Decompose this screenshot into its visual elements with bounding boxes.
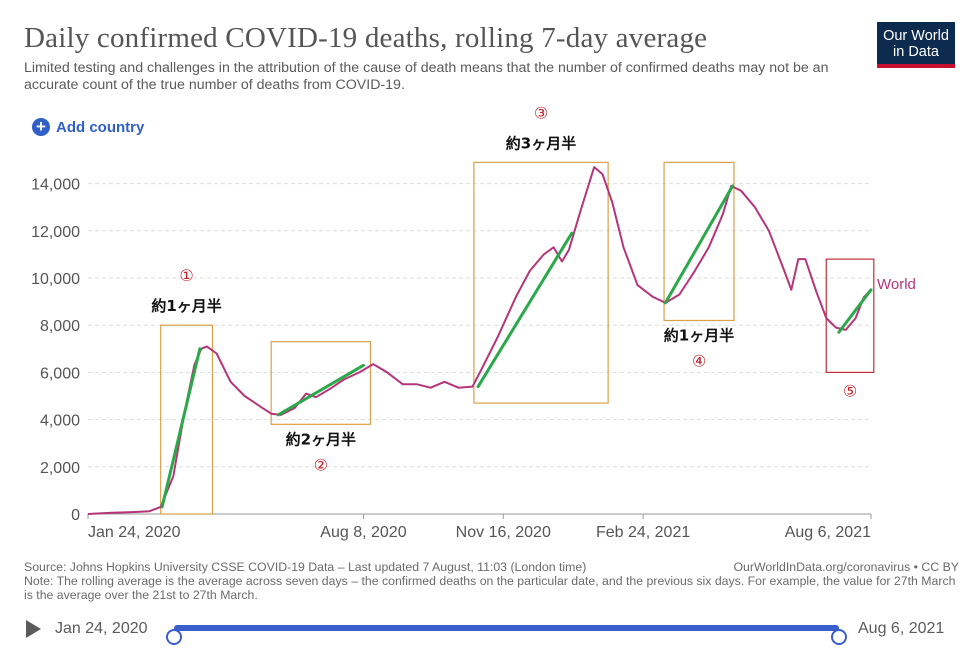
y-tick-label: 14,000 [31, 177, 80, 194]
timeline-track[interactable] [166, 625, 847, 645]
owid-logo[interactable]: Our World in Data [877, 22, 955, 68]
annotation-box [270, 341, 372, 425]
timeline-start-handle[interactable] [166, 629, 182, 645]
annotation-number: ⑤ [843, 381, 857, 400]
annotation-text: 約2ヶ月半 [286, 430, 356, 448]
chart-footer: Source: Johns Hopkins University CSSE CO… [24, 560, 959, 602]
annotation-text: 約3ヶ月半 [506, 134, 576, 152]
grid-layer [88, 183, 871, 468]
add-country-label: Add country [56, 118, 145, 136]
chart-subtitle: Limited testing and challenges in the at… [24, 60, 829, 93]
series-line-world [87, 166, 872, 515]
annotation-boxes [160, 161, 875, 515]
timeline-end-handle[interactable] [831, 629, 847, 645]
note-text: Note: The rolling average is the average… [24, 574, 956, 602]
y-tick-label: 2,000 [40, 460, 80, 477]
logo-line-1: Our World [883, 28, 949, 44]
annotation-text: 約1ヶ月半 [664, 326, 734, 344]
series-label: World [877, 276, 916, 293]
annotation-box [663, 161, 735, 322]
logo-line-2: in Data [893, 44, 939, 60]
x-tick-label: Feb 24, 2021 [596, 524, 690, 541]
timeline-start-label: Jan 24, 2020 [55, 620, 148, 637]
trend-line [160, 347, 202, 509]
x-tick-label: Aug 6, 2021 [785, 524, 871, 541]
annotation-number: ① [179, 266, 193, 285]
axis-layer: 0 2,000 4,000 6,000 8,000 10,000 12,000 14,000 J… [31, 177, 872, 541]
plus-circle-icon: + [32, 118, 50, 136]
y-tick-label: 6,000 [40, 365, 80, 382]
annotation-text: 約1ヶ月半 [151, 297, 221, 315]
trend-line [663, 184, 735, 305]
play-icon[interactable] [26, 620, 41, 638]
y-tick-label: 10,000 [31, 271, 80, 288]
timeline: Jan 24, 2020 Aug 6, 2021 [24, 614, 959, 645]
annotation-number: ② [314, 455, 328, 474]
trend-lines [160, 184, 873, 509]
y-tick-label: 12,000 [31, 224, 80, 241]
y-tick-label: 4,000 [40, 413, 80, 430]
annotation-number: ④ [692, 351, 706, 370]
attribution-link[interactable]: OurWorldInData.org/coronavirus • CC BY [733, 560, 959, 574]
series-layer: World [87, 166, 916, 515]
trend-line [837, 288, 873, 334]
y-tick-label: 8,000 [40, 318, 80, 335]
annotation-box [473, 161, 609, 404]
trend-line [276, 363, 365, 417]
annotation-box [160, 324, 214, 515]
add-country-button[interactable]: + Add country [32, 118, 144, 136]
source-text: Source: Johns Hopkins University CSSE CO… [24, 560, 587, 574]
x-tick-label: Jan 24, 2020 [88, 524, 181, 541]
y-tick-label: 0 [71, 507, 80, 524]
x-tick-label: Nov 16, 2020 [456, 524, 551, 541]
line-chart: 0 2,000 4,000 6,000 8,000 10,000 12,000 14,000 J… [31, 103, 916, 541]
annotation-labels: ① 約1ヶ月半 ② 約2ヶ月半 ③ 約3ヶ月半 ④ 約1ヶ月半 ⑤ [151, 103, 857, 474]
x-tick-label: Aug 8, 2020 [320, 524, 406, 541]
trend-line [476, 231, 574, 389]
timeline-end-label: Aug 6, 2021 [858, 620, 945, 637]
annotation-number: ③ [534, 103, 548, 122]
chart-title: Daily confirmed COVID-19 deaths, rolling… [24, 22, 708, 54]
